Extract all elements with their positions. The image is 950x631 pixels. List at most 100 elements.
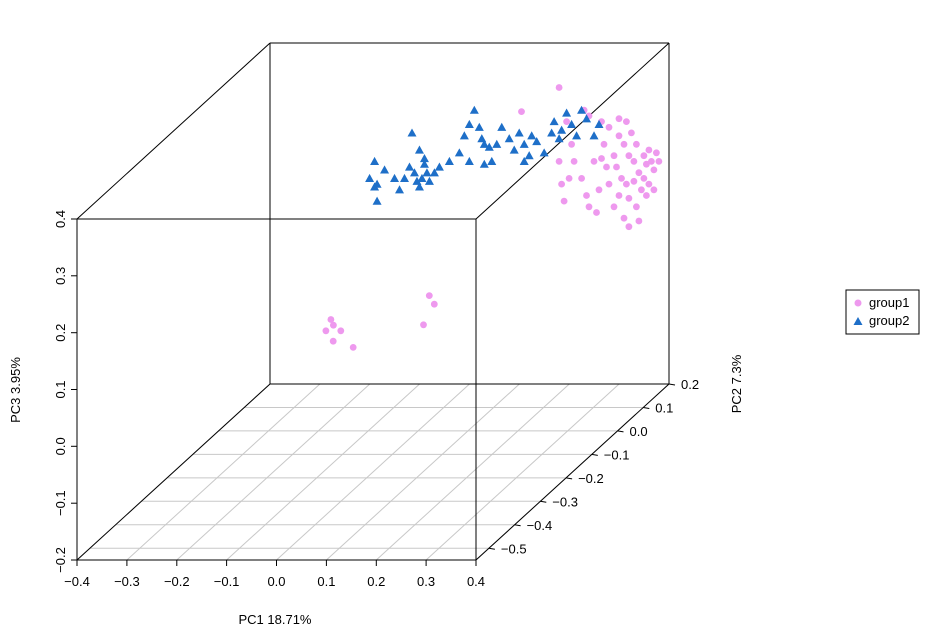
z-tick-label-5: 0.3 (53, 267, 68, 285)
point-group1-12 (570, 158, 578, 165)
legend-marker-group2 (853, 317, 863, 325)
point-group2-7 (404, 162, 414, 171)
z-axis-title: PC3 3.95% (8, 357, 23, 423)
point-group2-52 (589, 131, 599, 140)
y-axis-title: PC2 7.3% (729, 354, 744, 413)
point-group1-44 (633, 203, 640, 211)
point-group1-9 (555, 158, 563, 165)
point-group2-44 (549, 117, 559, 126)
y-tick-label-3: −0.2 (578, 471, 604, 486)
y-tick-3 (566, 477, 573, 480)
point-group2-49 (572, 131, 582, 140)
point-group2-46 (557, 125, 567, 134)
point-group2-13 (422, 168, 432, 177)
floor-grid-line-x-2 (176, 383, 371, 561)
point-group2-6 (400, 173, 410, 183)
point-group2-54 (519, 156, 529, 165)
point-group2-0 (370, 156, 380, 165)
point-group1-34 (655, 158, 663, 165)
point-group2-37 (514, 128, 524, 137)
point-group2-39 (524, 151, 534, 160)
x-tick-label-2: −0.2 (164, 574, 190, 589)
floor-grid-line-x-7 (425, 383, 620, 561)
point-group1-3 (568, 140, 575, 148)
y-tick-label-4: −0.1 (604, 447, 630, 462)
point-group1-29 (640, 152, 648, 160)
point-group1-41 (638, 186, 645, 194)
point-group1-39 (623, 180, 630, 188)
y-tick-1 (514, 524, 521, 527)
axis-ticks: −0.4 −0.3 −0.2 −0.1 0.0 0.1 0.2 0.3 0.4−0.2−0.10… (53, 210, 699, 589)
point-group1-18 (593, 209, 600, 216)
point-group2-5 (395, 185, 405, 194)
point-group1-54 (650, 186, 658, 194)
point-group2-43 (547, 128, 557, 137)
point-group2-14 (424, 176, 434, 185)
point-group1-63 (425, 292, 433, 299)
point-group2-35 (504, 134, 514, 143)
point-group1-45 (615, 192, 623, 199)
point-group2-3 (380, 165, 390, 174)
point-group2-8 (409, 168, 419, 177)
z-tick-label-3: 0.1 (53, 380, 68, 398)
point-group1-48 (598, 155, 605, 162)
point-group2-10 (414, 182, 424, 191)
point-group2-38 (519, 139, 529, 148)
x-tick-label-4: 0.0 (267, 574, 285, 589)
point-group1-26 (625, 152, 633, 160)
point-group2-45 (554, 134, 564, 143)
point-group2-4 (390, 173, 400, 183)
x-tick-label-0: −0.4 (64, 574, 90, 589)
point-group2-48 (567, 119, 577, 129)
point-group2-27 (474, 122, 484, 131)
point-group2-41 (532, 136, 542, 146)
point-group1-7 (600, 140, 608, 148)
z-tick-label-1: −0.1 (53, 490, 68, 516)
z-tick-label-0: −0.2 (53, 547, 68, 573)
point-group2-17 (407, 128, 417, 137)
y-tick-label-7: 0.2 (681, 377, 699, 392)
point-group2-19 (419, 154, 429, 163)
point-group1-43 (625, 194, 633, 202)
legend-box (845, 289, 920, 335)
x-tick-label-8: 0.4 (467, 574, 485, 589)
point-group2-21 (370, 182, 380, 191)
point-group1-35 (653, 149, 660, 157)
y-tick-label-5: 0.0 (630, 424, 648, 439)
point-group1-49 (610, 203, 618, 211)
point-group1-59 (329, 337, 337, 345)
point-group1-11 (560, 197, 568, 205)
point-group1-50 (620, 214, 628, 222)
point-group1-56 (327, 316, 335, 323)
point-group1-0 (518, 108, 525, 115)
floor-grid-line-x-4 (276, 383, 470, 561)
y-tick-label-1: −0.4 (527, 518, 553, 533)
y-tick-6 (643, 407, 650, 409)
y-tick-0 (488, 547, 495, 550)
point-group2-11 (417, 173, 427, 183)
point-group1-60 (337, 327, 345, 335)
x-tick-label-5: 0.1 (317, 574, 335, 589)
point-group1-40 (630, 177, 638, 185)
point-group2-12 (419, 159, 429, 168)
point-group2-30 (484, 142, 494, 151)
point-group1-24 (615, 132, 623, 140)
point-group2-55 (464, 156, 474, 165)
point-group2-22 (444, 156, 454, 165)
point-group1-52 (635, 217, 643, 225)
point-group2-1 (365, 173, 375, 183)
point-group1-53 (645, 180, 653, 188)
point-group1-57 (330, 321, 337, 329)
point-group1-2 (563, 118, 570, 125)
point-group1-21 (623, 118, 630, 125)
floor-grid-line-x-1 (126, 383, 321, 561)
point-group1-17 (585, 203, 593, 211)
point-group2-53 (594, 119, 604, 129)
point-group1-36 (610, 152, 618, 160)
point-group1-55 (640, 175, 648, 182)
x-tick-label-7: 0.3 (417, 574, 435, 589)
point-group2-34 (497, 122, 507, 131)
point-group1-51 (625, 223, 633, 231)
point-group1-37 (613, 163, 620, 171)
